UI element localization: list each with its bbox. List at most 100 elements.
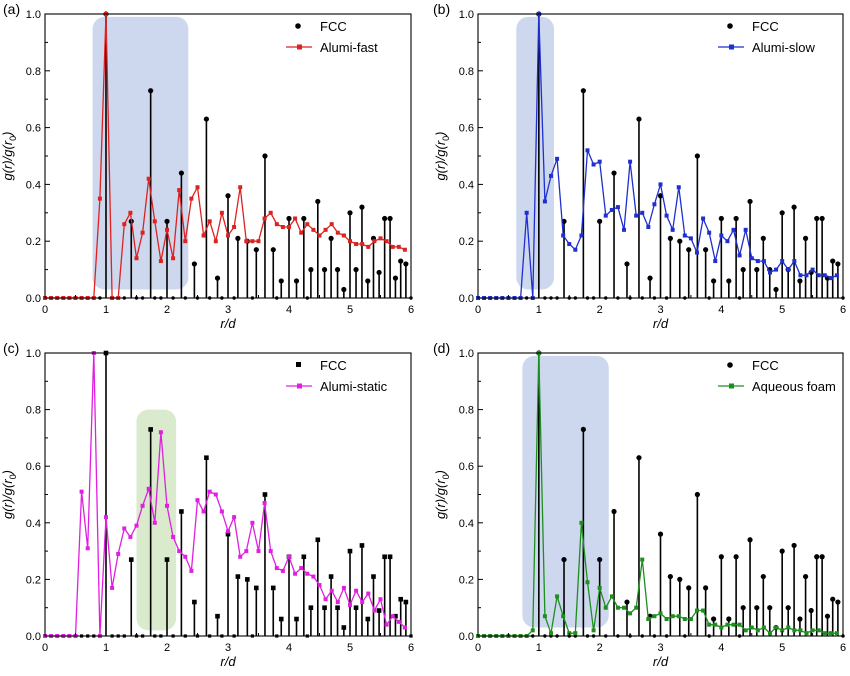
- series-point: [768, 270, 772, 275]
- y-tick-label: 0.8: [459, 66, 474, 78]
- x-tick-label: 0: [42, 304, 48, 316]
- fcc-point: [278, 616, 284, 622]
- series-point: [761, 259, 766, 264]
- fcc-point: [347, 548, 353, 554]
- fcc-point: [785, 605, 791, 611]
- fcc-point: [686, 585, 692, 591]
- fcc-point: [215, 613, 220, 619]
- y-tick-label: 1.0: [459, 348, 474, 360]
- series-point: [384, 239, 389, 244]
- fcc-point: [382, 554, 387, 560]
- fcc-point: [328, 574, 334, 579]
- fcc-point: [636, 455, 642, 461]
- fcc-point: [203, 116, 210, 122]
- series-point: [658, 611, 663, 616]
- legend-series-marker: [729, 44, 734, 50]
- series-point: [652, 202, 657, 207]
- legend-series-label: Alumi-fast: [320, 40, 378, 55]
- y-tick-label: 0.8: [26, 405, 41, 417]
- series-point: [786, 267, 791, 272]
- series-point: [628, 159, 633, 164]
- series-point: [530, 628, 535, 633]
- legend-fcc-marker: [727, 23, 733, 29]
- series-point: [676, 614, 681, 619]
- series-point: [116, 551, 121, 556]
- series-point: [274, 566, 279, 571]
- series-point: [104, 515, 108, 520]
- series-point: [573, 247, 578, 252]
- fcc-point: [754, 605, 760, 611]
- fcc-point: [254, 585, 259, 591]
- series-point: [713, 259, 718, 264]
- fcc-point: [204, 455, 209, 461]
- x-axis-label: r/d: [653, 654, 669, 669]
- legend-series-label: Alumi-static: [320, 379, 388, 394]
- series-point: [299, 566, 304, 571]
- legend-fcc-label: FCC: [752, 358, 779, 373]
- series-point: [761, 625, 766, 630]
- series-point: [731, 622, 736, 627]
- series-point: [189, 196, 194, 201]
- series-point: [676, 185, 681, 190]
- series-point: [834, 631, 839, 636]
- series-point: [688, 236, 693, 241]
- fcc-point: [245, 577, 250, 582]
- y-axis-label: g(r)/g(r0): [0, 470, 18, 519]
- chart-panel-4: 0 1 2 3 4 5 60.00.20.40.60.81.0r/dg(r)/g(r0)(d…: [433, 340, 846, 669]
- series-point: [317, 583, 322, 588]
- series-point: [774, 267, 779, 272]
- series-point: [640, 210, 645, 215]
- series-point: [707, 622, 712, 627]
- fcc-point: [835, 261, 841, 267]
- y-tick-label: 0.2: [26, 236, 41, 248]
- series-point: [579, 233, 584, 238]
- series-point: [354, 588, 359, 593]
- legend-series-label: Alumi-slow: [752, 40, 815, 55]
- fcc-point: [359, 543, 365, 548]
- x-tick-label: 0: [475, 642, 481, 654]
- x-tick-label: 0: [475, 304, 481, 316]
- x-tick-label: 2: [597, 642, 603, 654]
- series-point: [810, 267, 815, 272]
- y-tick-label: 0.4: [26, 179, 41, 191]
- series-point: [287, 225, 291, 229]
- series-point: [609, 207, 614, 212]
- fcc-point: [647, 275, 653, 281]
- x-tick-label: 4: [718, 642, 724, 654]
- legend-series-marker: [297, 383, 302, 389]
- chart-panel-1: 0 1 2 3 4 5 60.00.20.40.60.81.0r/dg(r)/g(r0)(a…: [0, 1, 414, 331]
- series-point: [140, 230, 145, 235]
- series-point: [555, 156, 560, 161]
- y-axis-label-main: g(r)/g(r: [0, 140, 15, 180]
- fcc-point: [225, 531, 231, 537]
- legend: FCC Aqueous foam: [718, 358, 836, 394]
- series-point: [171, 534, 176, 539]
- fcc-point: [403, 261, 409, 267]
- series-point: [140, 503, 145, 508]
- series-point: [128, 534, 133, 539]
- series-point: [207, 489, 212, 494]
- y-tick-label: 0.2: [459, 574, 474, 586]
- y-tick-label: 0.6: [26, 123, 41, 135]
- fcc-point: [403, 599, 409, 605]
- y-axis-label-sub: 0: [441, 474, 451, 479]
- legend: FCC Alumi-fast: [286, 19, 378, 55]
- series-point: [561, 614, 566, 619]
- series-point: [701, 608, 706, 613]
- series-point: [201, 509, 206, 514]
- series-point: [293, 216, 298, 221]
- y-tick-label: 0.8: [26, 66, 41, 78]
- fcc-point: [353, 267, 359, 273]
- series-point: [725, 622, 730, 627]
- series-point: [323, 597, 328, 602]
- y-tick-label: 1.0: [459, 9, 474, 21]
- series-point: [134, 523, 139, 528]
- series-point: [256, 239, 261, 244]
- series-point: [646, 617, 651, 622]
- fcc-point: [262, 492, 268, 497]
- fcc-point: [191, 261, 197, 267]
- series-point: [317, 233, 322, 238]
- fcc-point: [286, 215, 292, 222]
- series-point: [707, 230, 712, 235]
- fcc-point: [733, 215, 739, 222]
